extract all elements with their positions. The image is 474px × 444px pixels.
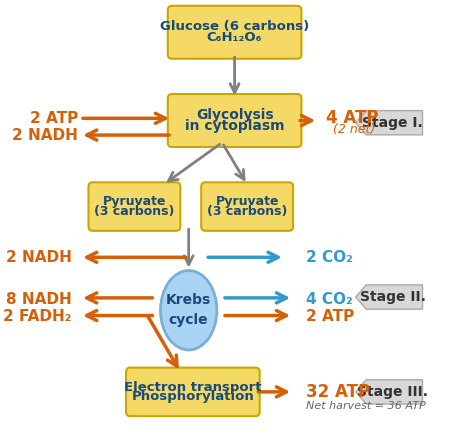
Text: Pyruvate: Pyruvate [215, 195, 279, 208]
Text: (3 carbons): (3 carbons) [207, 205, 287, 218]
Text: Stage III.: Stage III. [357, 385, 428, 399]
Text: Phosphorylation: Phosphorylation [131, 390, 254, 403]
Text: Stage II.: Stage II. [359, 290, 425, 304]
Text: Net harvest = 36 ATP: Net harvest = 36 ATP [306, 401, 425, 412]
FancyBboxPatch shape [89, 182, 180, 231]
Text: Glycolysis: Glycolysis [196, 108, 273, 122]
Polygon shape [356, 285, 422, 309]
FancyBboxPatch shape [126, 368, 260, 416]
Text: Electron transport: Electron transport [124, 381, 262, 393]
Text: 2 NADH: 2 NADH [12, 128, 78, 143]
Text: (3 carbons): (3 carbons) [94, 205, 174, 218]
Text: 4 CO₂: 4 CO₂ [306, 292, 352, 307]
Text: 2 NADH: 2 NADH [6, 250, 72, 265]
Text: cycle: cycle [169, 313, 209, 327]
Text: 4 ATP: 4 ATP [327, 109, 379, 127]
Text: (2 net): (2 net) [333, 123, 375, 136]
Ellipse shape [161, 270, 217, 350]
Text: 8 NADH: 8 NADH [6, 292, 72, 307]
FancyBboxPatch shape [168, 6, 301, 59]
Text: 2 ATP: 2 ATP [306, 309, 354, 325]
Polygon shape [356, 380, 422, 404]
Text: 2 CO₂: 2 CO₂ [306, 250, 352, 265]
Text: 2 ATP: 2 ATP [30, 111, 78, 126]
Text: Pyruvate: Pyruvate [103, 195, 166, 208]
Polygon shape [356, 111, 422, 135]
Text: 32 ATP: 32 ATP [306, 383, 370, 401]
Text: Krebs: Krebs [166, 293, 211, 307]
Text: C₆H₁₂O₆: C₆H₁₂O₆ [207, 31, 263, 44]
Text: 2 FADH₂: 2 FADH₂ [3, 309, 72, 325]
Text: in cytoplasm: in cytoplasm [185, 119, 284, 133]
Text: Glucose (6 carbons): Glucose (6 carbons) [160, 20, 309, 33]
FancyBboxPatch shape [201, 182, 293, 231]
Text: Stage I.: Stage I. [362, 116, 423, 130]
FancyBboxPatch shape [168, 94, 301, 147]
